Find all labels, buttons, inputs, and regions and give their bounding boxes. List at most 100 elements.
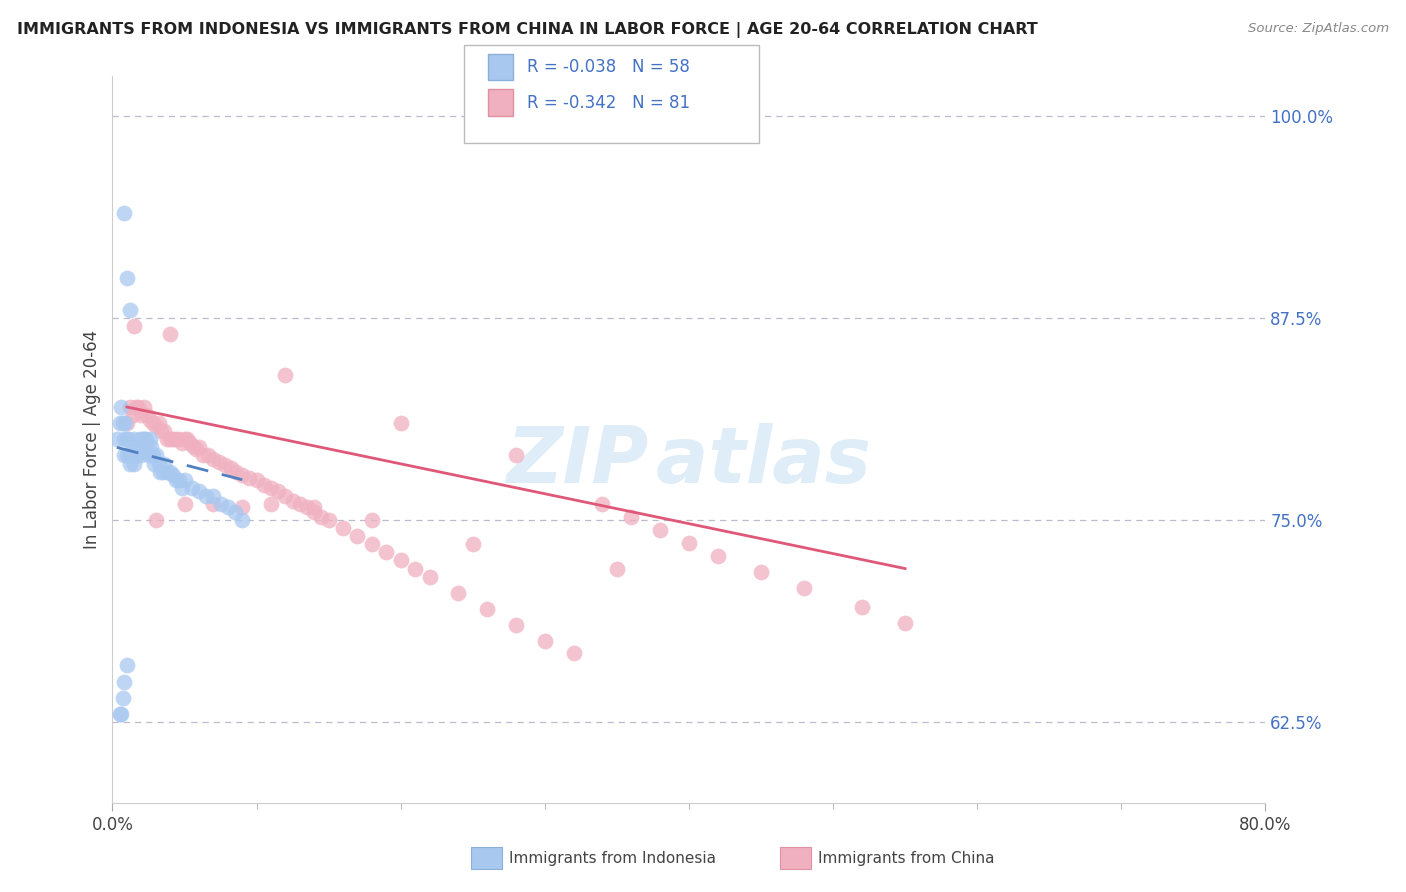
Point [143, 457, 166, 471]
Point [304, 500, 326, 515]
Point [181, 439, 204, 453]
Point [162, 467, 184, 482]
Point [238, 471, 260, 485]
Point [149, 465, 172, 479]
Point [108, 706, 131, 721]
Point [562, 646, 585, 660]
Text: R = -0.038   N = 58: R = -0.038 N = 58 [527, 58, 690, 76]
Point [167, 432, 190, 446]
Point [179, 435, 201, 450]
Point [124, 449, 146, 463]
Point [231, 513, 253, 527]
Point [105, 432, 128, 446]
Point [793, 581, 815, 595]
Point [304, 505, 326, 519]
Point [162, 432, 184, 446]
Point [115, 416, 138, 430]
Text: ZIP atlas: ZIP atlas [506, 423, 872, 500]
Point [295, 500, 318, 515]
Point [253, 477, 276, 491]
Point [129, 408, 153, 422]
Point [114, 416, 136, 430]
Point [346, 529, 368, 543]
Point [332, 521, 354, 535]
Point [851, 600, 873, 615]
Point [274, 368, 297, 382]
Point [132, 432, 155, 446]
Point [224, 505, 246, 519]
Point [202, 497, 225, 511]
Point [118, 303, 141, 318]
Point [217, 500, 239, 515]
Point [134, 400, 156, 414]
Point [193, 449, 215, 463]
Point [139, 413, 162, 427]
Point [115, 449, 138, 463]
Point [274, 489, 297, 503]
Point [606, 561, 628, 575]
Point [118, 400, 141, 414]
Point [110, 400, 132, 414]
Point [173, 432, 195, 446]
Point [115, 432, 138, 446]
Text: R = -0.342   N = 81: R = -0.342 N = 81 [527, 94, 690, 112]
Point [231, 467, 253, 482]
Point [208, 455, 231, 469]
Point [108, 416, 131, 430]
Point [112, 206, 135, 220]
Point [122, 319, 145, 334]
Point [318, 513, 340, 527]
Point [159, 465, 181, 479]
Point [120, 449, 142, 463]
Point [121, 441, 143, 455]
Point [260, 481, 283, 495]
Point [202, 451, 225, 466]
Point [505, 618, 527, 632]
Point [165, 432, 187, 446]
Point [184, 442, 207, 456]
Point [678, 535, 700, 549]
Point [173, 497, 195, 511]
Text: Immigrants from Indonesia: Immigrants from Indonesia [509, 851, 716, 865]
Point [156, 432, 179, 446]
Point [281, 493, 304, 508]
Point [115, 270, 138, 285]
Point [121, 408, 143, 422]
Point [148, 416, 170, 430]
Point [111, 690, 134, 705]
Point [197, 449, 219, 463]
Point [447, 586, 470, 600]
Point [219, 461, 242, 475]
Point [375, 545, 398, 559]
Point [267, 483, 290, 498]
Point [231, 500, 253, 515]
Point [188, 441, 211, 455]
Point [707, 549, 730, 563]
Y-axis label: In Labor Force | Age 20-64: In Labor Force | Age 20-64 [83, 330, 101, 549]
Point [136, 408, 159, 422]
Point [592, 497, 614, 511]
Point [145, 419, 167, 434]
Point [141, 441, 163, 455]
Point [195, 489, 218, 503]
Point [159, 327, 181, 342]
Point [115, 658, 138, 673]
Text: Source: ZipAtlas.com: Source: ZipAtlas.com [1249, 22, 1389, 36]
Point [112, 432, 135, 446]
Point [150, 424, 173, 438]
Point [534, 634, 557, 648]
Point [165, 473, 187, 487]
Point [127, 400, 149, 414]
Point [246, 473, 269, 487]
Point [650, 523, 672, 537]
Point [153, 424, 176, 438]
Point [214, 458, 236, 472]
Point [152, 465, 174, 479]
Point [122, 457, 145, 471]
Point [159, 432, 181, 446]
Point [111, 416, 134, 430]
Point [360, 513, 382, 527]
Point [153, 457, 176, 471]
Point [139, 432, 162, 446]
Point [419, 569, 441, 583]
